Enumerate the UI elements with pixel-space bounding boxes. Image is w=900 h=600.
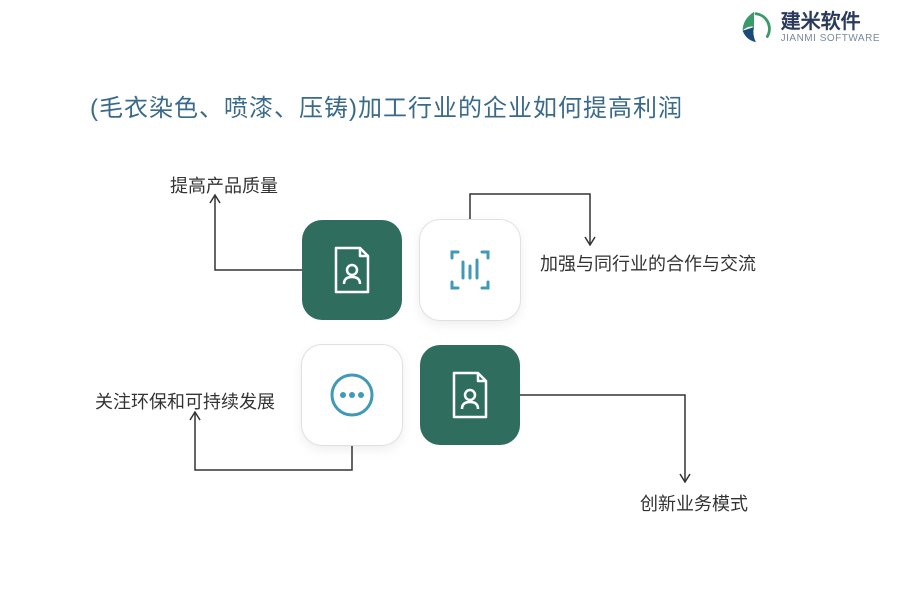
logo-name-en: JIANMI SOFTWARE — [781, 33, 880, 44]
node-label-bottom-left: 关注环保和可持续发展 — [95, 388, 275, 414]
node-label-top-right: 加强与同行业的合作与交流 — [540, 250, 756, 276]
node-box-top-left — [302, 220, 402, 320]
logo-mark-icon — [735, 8, 773, 46]
node-box-top-right — [420, 220, 520, 320]
node-box-bottom-right — [420, 345, 520, 445]
node-label-top-left: 提高产品质量 — [170, 172, 278, 198]
dots-circle-icon — [324, 367, 380, 423]
logo: 建米软件 JIANMI SOFTWARE — [735, 8, 880, 46]
node-box-bottom-left — [302, 345, 402, 445]
barcode-chart-icon — [442, 242, 498, 298]
diagram-title: (毛衣染色、喷漆、压铸)加工行业的企业如何提高利润 — [90, 88, 683, 123]
doc-user-icon — [442, 367, 498, 423]
node-label-bottom-right: 创新业务模式 — [640, 490, 748, 516]
logo-name-cn: 建米软件 — [781, 11, 880, 33]
doc-user-icon — [324, 242, 380, 298]
